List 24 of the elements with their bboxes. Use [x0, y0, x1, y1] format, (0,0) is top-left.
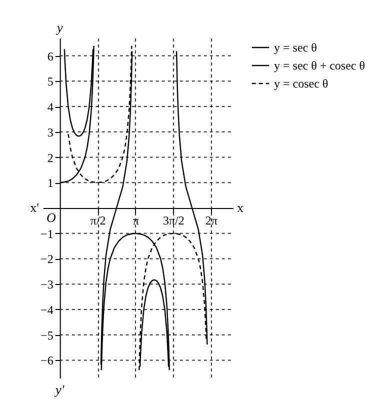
y-tick-label: 3: [47, 125, 54, 140]
y-tick-label: −2: [40, 252, 54, 266]
x-tick-label: 2π: [205, 214, 218, 228]
x-axis-title: x: [237, 200, 244, 215]
y-tick-label: 6: [47, 49, 54, 64]
y-tick-label: 5: [47, 74, 54, 89]
legend-label: y = cosec θ: [274, 76, 328, 90]
x-tick-label: 3π/2: [162, 214, 184, 228]
y-tick-label: −4: [40, 302, 54, 317]
legend-label: y = sec θ + cosec θ: [274, 58, 366, 72]
y-axis-title: y: [54, 20, 63, 35]
y-tick-label: 1: [47, 176, 54, 190]
text: y': [54, 382, 64, 397]
y-tick-label: 2: [47, 150, 54, 165]
y-tick-label: 4: [47, 100, 54, 114]
x-tick-label: π/2: [90, 214, 106, 228]
x-tick-label: π: [132, 214, 139, 228]
text: x': [30, 200, 39, 215]
annotation: O: [46, 210, 56, 225]
legend-label: y = sec θ: [274, 40, 318, 54]
y-tick-label: −6: [40, 354, 54, 368]
y-tick-label: −1: [40, 226, 54, 241]
y-tick-label: −3: [40, 278, 54, 292]
y-tick-label: −5: [40, 328, 54, 342]
